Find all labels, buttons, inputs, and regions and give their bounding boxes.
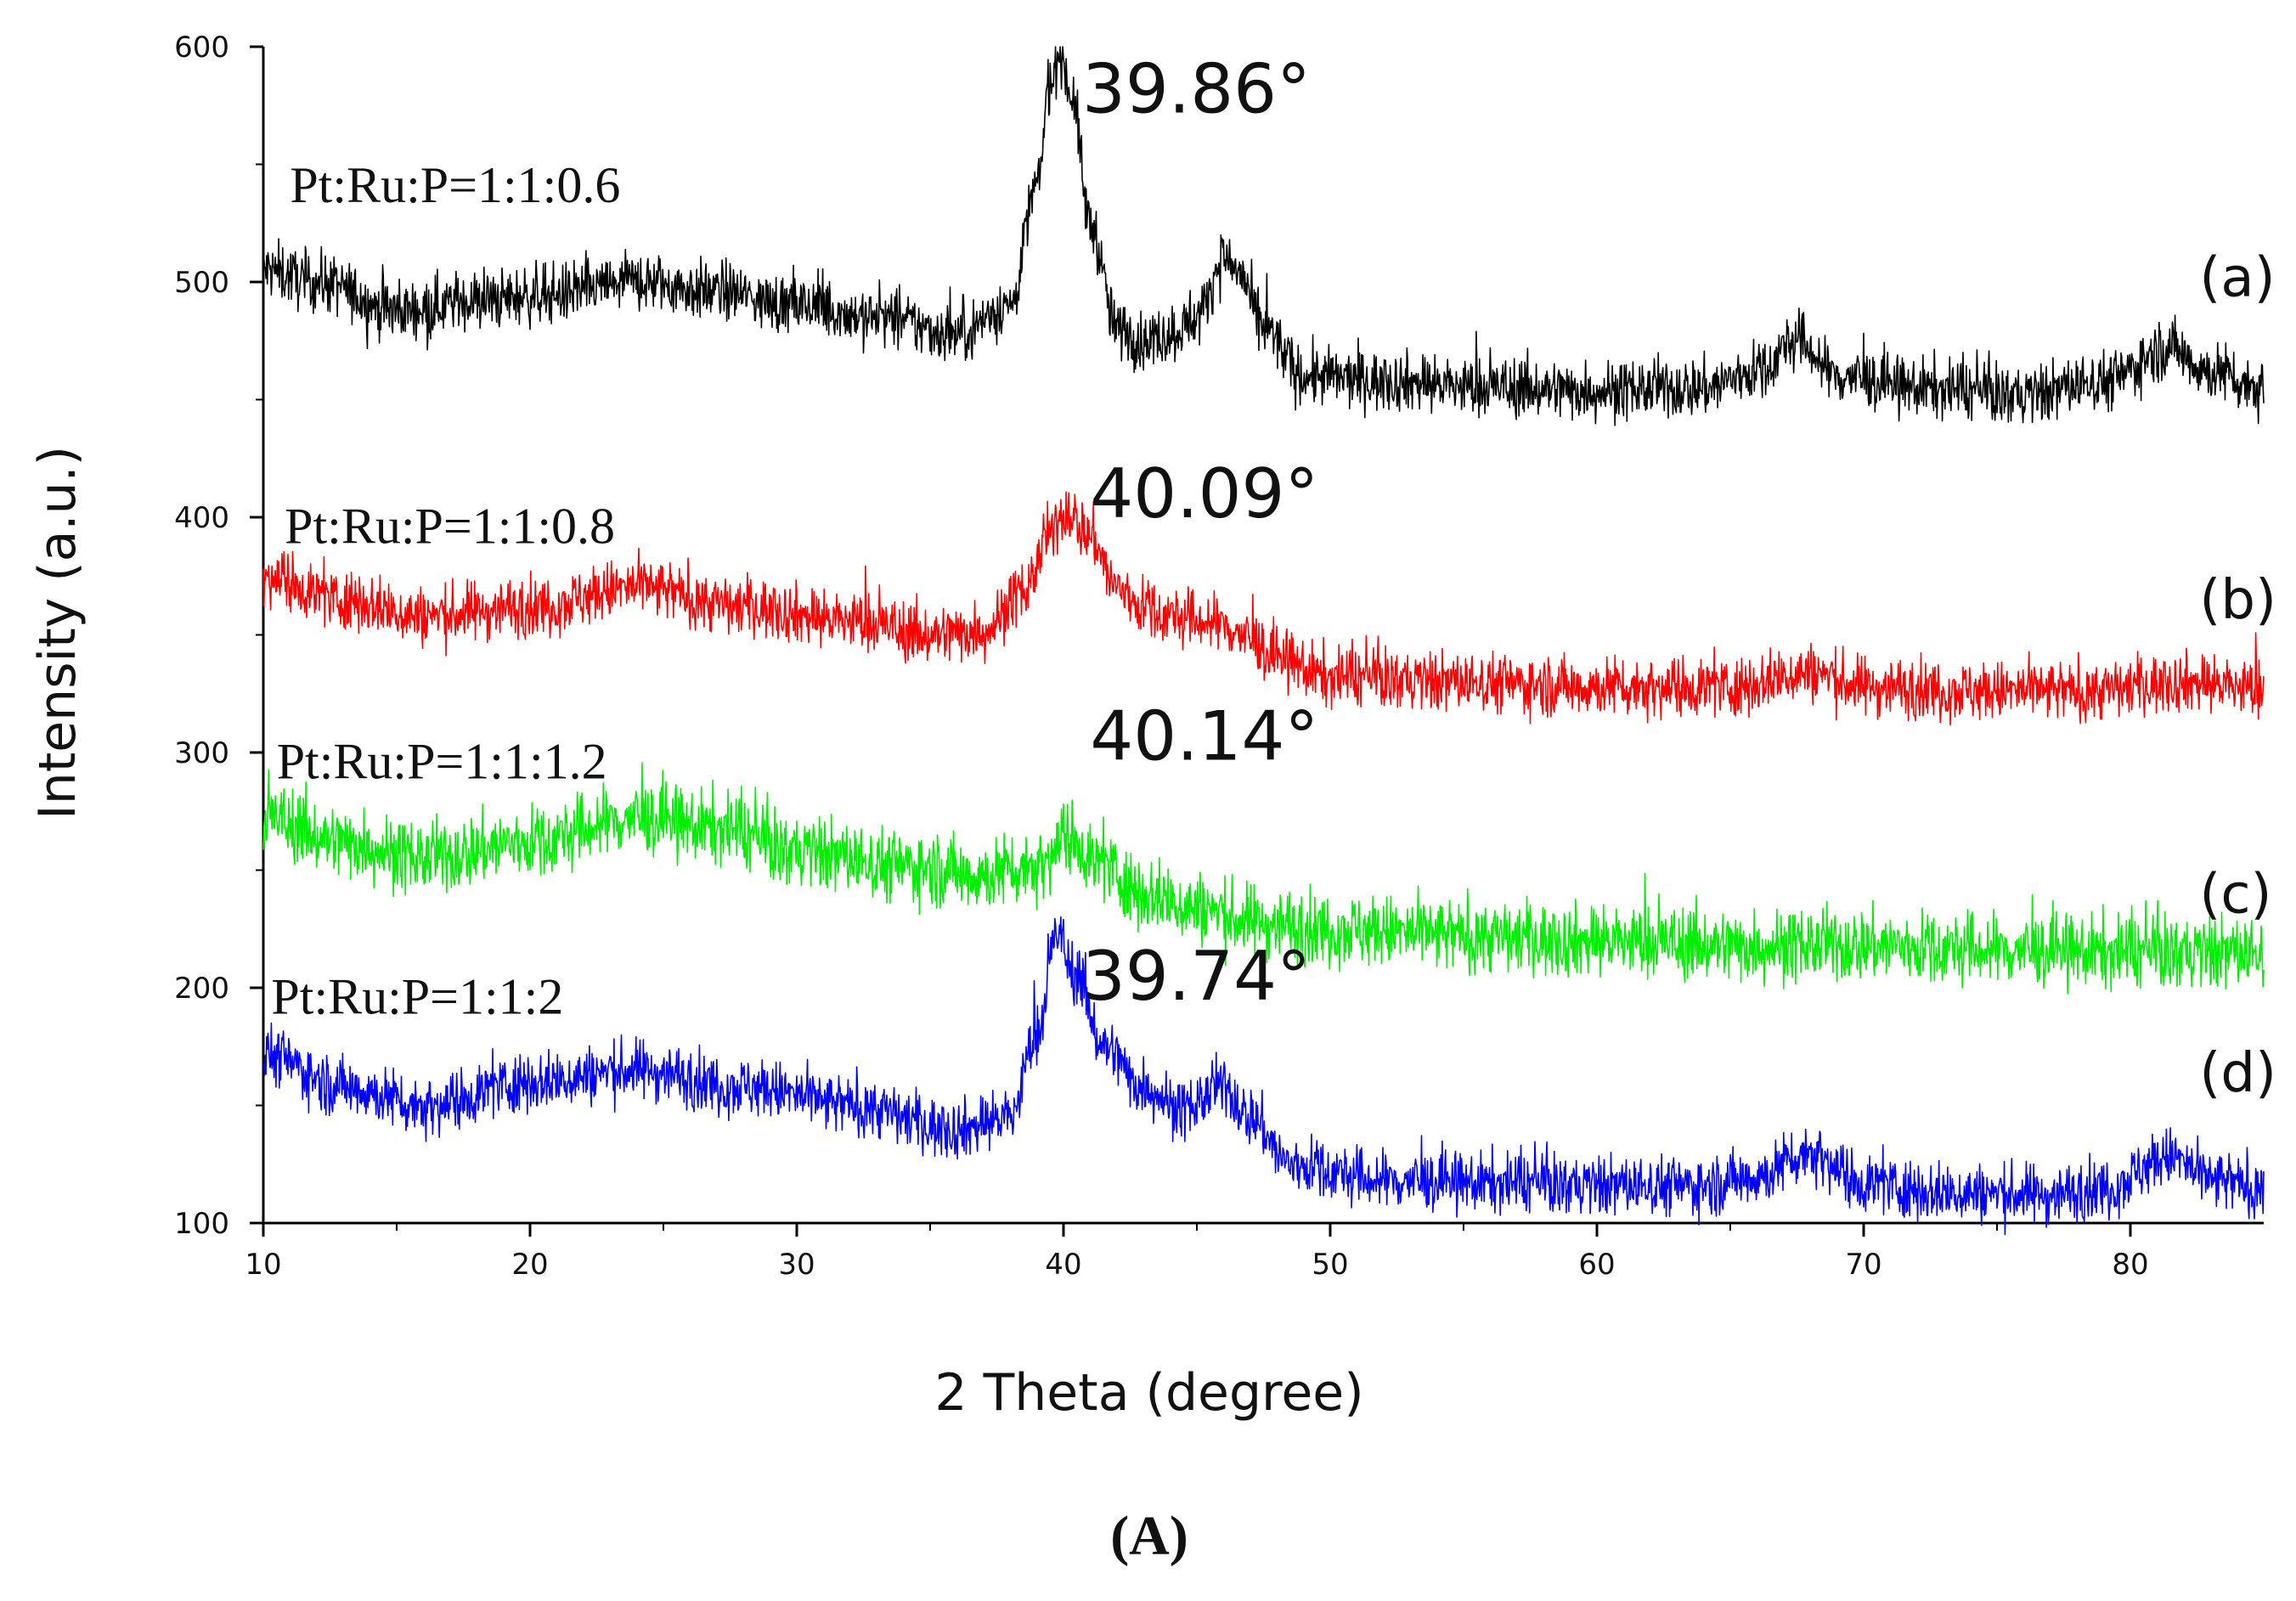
chart-axes: 10 20 30 40 50 60 70 80 100 200 300 400 500 600 bbox=[174, 31, 2264, 1282]
x-tick-label: 50 bbox=[1312, 1248, 1348, 1282]
series-name-label: Pt:Ru:P=1:1:0.8 bbox=[285, 498, 615, 554]
peak-position-label: 40.09° bbox=[1090, 454, 1318, 533]
y-tick-label: 400 bbox=[174, 501, 229, 535]
series-letter-label: (b) bbox=[2199, 569, 2276, 632]
y-axis-title: Intensity (a.u.) bbox=[28, 446, 87, 820]
series-line-a bbox=[262, 46, 2265, 426]
peak-position-label: 39.86° bbox=[1082, 50, 1311, 129]
y-tick-label: 100 bbox=[174, 1207, 229, 1241]
x-tick-label: 20 bbox=[511, 1248, 548, 1282]
x-tick-label: 60 bbox=[1578, 1248, 1615, 1282]
figure-caption: (A) bbox=[1110, 1505, 1188, 1567]
series-letter-label: (c) bbox=[2199, 863, 2271, 926]
x-axis-title: 2 Theta (degree) bbox=[934, 1363, 1363, 1423]
y-tick-label: 600 bbox=[174, 31, 229, 65]
series-line-c bbox=[262, 762, 2265, 995]
x-tick-label: 10 bbox=[245, 1248, 281, 1282]
series-name-label: Pt:Ru:P=1:1:0.6 bbox=[290, 157, 620, 213]
series-letter-label: (d) bbox=[2199, 1042, 2276, 1105]
series-name-label: Pt:Ru:P=1:1:1.2 bbox=[277, 733, 607, 789]
x-tick-label: 70 bbox=[1845, 1248, 1881, 1282]
y-tick-label: 500 bbox=[174, 266, 229, 300]
peak-position-label: 39.74° bbox=[1082, 937, 1311, 1016]
series-letter-label: (a) bbox=[2199, 247, 2275, 310]
x-tick-label: 80 bbox=[2112, 1248, 2148, 1282]
x-tick-label: 40 bbox=[1045, 1248, 1081, 1282]
x-ticks: 10 20 30 40 50 60 70 80 bbox=[245, 1223, 2149, 1282]
series-line-d bbox=[262, 916, 2265, 1236]
series-name-label: Pt:Ru:P=1:1:2 bbox=[271, 968, 563, 1024]
peak-position-label: 40.14° bbox=[1090, 696, 1318, 775]
y-ticks: 100 200 300 400 500 600 bbox=[174, 31, 263, 1241]
series-layer bbox=[262, 46, 2265, 1236]
y-tick-label: 300 bbox=[174, 736, 229, 770]
x-tick-label: 30 bbox=[778, 1248, 815, 1282]
series-line-b bbox=[262, 491, 2265, 726]
y-tick-label: 200 bbox=[174, 972, 229, 1006]
labels-layer: Pt:Ru:P=1:1:0.6 (a) Pt:Ru:P=1:1:0.8 (b) Pt:R… bbox=[271, 50, 2276, 1105]
